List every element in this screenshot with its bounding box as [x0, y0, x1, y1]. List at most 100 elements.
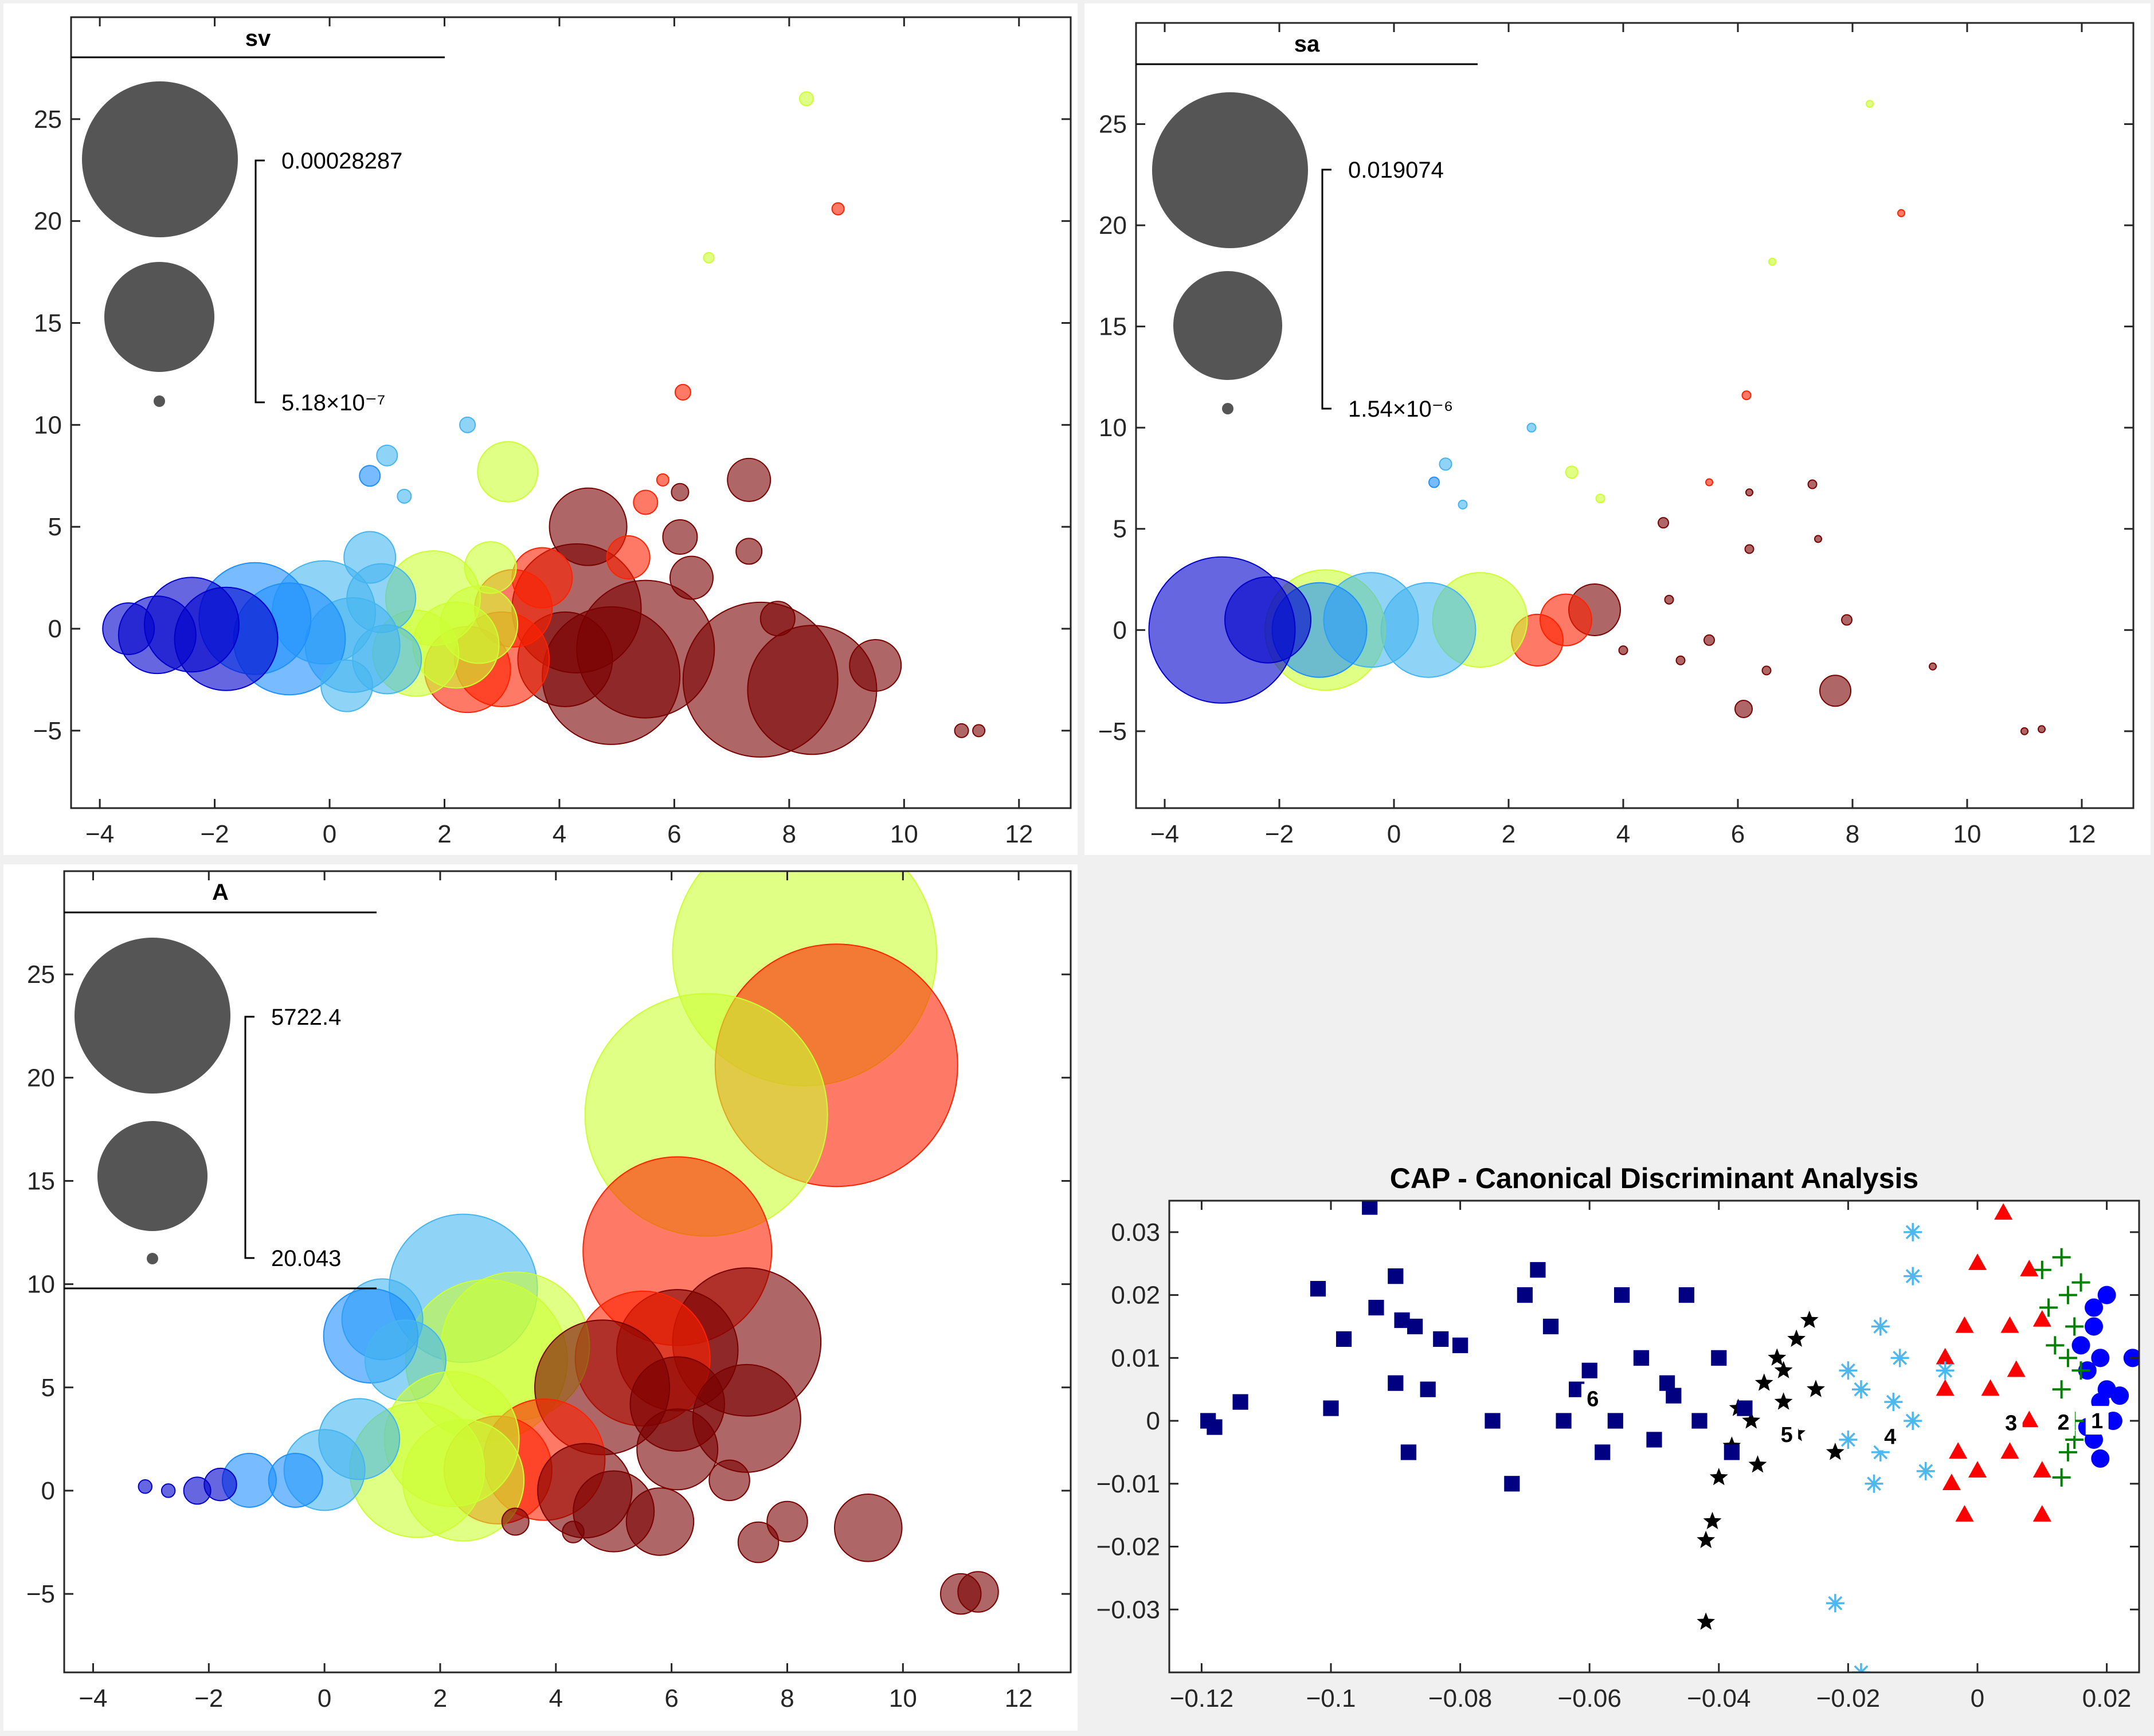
axes-frame — [1135, 22, 2135, 809]
marker-point — [1407, 1318, 1423, 1335]
bubble-point — [1658, 517, 1669, 529]
group-label: 5 — [1781, 1423, 1793, 1447]
x-tick-label: −0.04 — [1687, 1684, 1750, 1713]
marker-point — [1807, 1380, 1825, 1397]
series-group-4 — [1826, 1222, 1955, 1672]
marker-layer: 12 3 4 5 6 — [1200, 1201, 2139, 1672]
bubble-point — [1664, 594, 1674, 605]
legend-max-bubble — [75, 938, 230, 1094]
x-tick-label: 0 — [323, 820, 336, 848]
series-group-2 — [2032, 1248, 2090, 1487]
bubble-point — [662, 519, 698, 555]
x-tick-label: 6 — [667, 820, 681, 848]
marker-point — [2104, 1412, 2122, 1431]
group-label: 3 — [2005, 1411, 2017, 1435]
marker-point — [2046, 1336, 2065, 1355]
legend-max-bubble — [82, 81, 238, 237]
legend-min-label: 20.043 — [271, 1246, 341, 1271]
x-tick-label: −4 — [79, 1684, 107, 1713]
marker-point — [1607, 1413, 1623, 1429]
legend-max-bubble — [1152, 92, 1308, 248]
bubble-point — [402, 1419, 525, 1542]
y-tick-label: 0.01 — [1111, 1344, 1160, 1372]
bubble-point — [1745, 488, 1753, 497]
legend-min-label: 1.54×10⁻⁶ — [1348, 397, 1453, 422]
y-tick-label: −0.02 — [1096, 1533, 1160, 1561]
legend-min-bubble — [1222, 403, 1233, 414]
bubble-layer — [102, 91, 986, 758]
marker-point — [1697, 1612, 1716, 1630]
marker-point — [1633, 1350, 1650, 1366]
marker-point — [1800, 1310, 1819, 1329]
bubble-point — [674, 383, 691, 401]
bubble-point — [102, 602, 155, 656]
bubble-point — [1705, 478, 1713, 487]
x-tick-label: 8 — [1846, 820, 1859, 848]
y-tick-label: 0 — [41, 1477, 55, 1505]
bubble-point — [1428, 476, 1440, 488]
bubble-point — [376, 444, 398, 467]
marker-point — [1968, 1461, 1987, 1478]
bubble-chart-a: −4 −2 0 2 4 6 8 10 12 −5 0 5 10 15 20 25 A 5722.4 20.043 — [3, 864, 1078, 1731]
marker-point — [1517, 1287, 1533, 1303]
marker-point — [1737, 1400, 1753, 1416]
marker-point — [2032, 1461, 2051, 1478]
group-label: 4 — [1884, 1425, 1896, 1449]
x-tick-label: −0.08 — [1428, 1684, 1492, 1713]
marker-point — [1754, 1373, 1773, 1391]
x-tick-label: 4 — [553, 820, 566, 848]
legend-title: sv — [245, 26, 271, 51]
y-tick-label: 10 — [34, 411, 62, 439]
y-tick-label: 25 — [27, 961, 55, 989]
marker-point — [2020, 1260, 2039, 1276]
y-tick-label: −5 — [33, 717, 62, 745]
x-tick-label: 6 — [1731, 820, 1745, 848]
y-tick-label: 25 — [1099, 111, 1127, 139]
marker-point — [1711, 1350, 1727, 1366]
legend-max-label: 0.019074 — [1348, 158, 1444, 183]
marker-point — [1504, 1476, 1520, 1492]
marker-point — [1942, 1474, 1961, 1490]
bubble-point — [954, 723, 969, 738]
marker-point — [2085, 1298, 2104, 1317]
marker-point — [2058, 1443, 2077, 1461]
marker-point — [1839, 1361, 1858, 1380]
x-tick-label: −4 — [85, 820, 114, 848]
bubble-point — [320, 659, 374, 712]
x-tick-label: −4 — [1150, 820, 1179, 848]
marker-point — [1851, 1380, 1870, 1399]
bubble-point — [727, 457, 771, 502]
bubble-point — [1814, 535, 1822, 543]
legend-title: sa — [1294, 32, 1320, 57]
y-tick-label: 0.02 — [1111, 1282, 1160, 1310]
marker-point — [1949, 1442, 1968, 1459]
bubble-point — [747, 625, 878, 755]
group-label-box — [2052, 1407, 2075, 1436]
x-tick-label: −0.1 — [1306, 1684, 1356, 1713]
x-tick-label: 8 — [780, 1684, 794, 1713]
marker-point — [1904, 1267, 1922, 1286]
x-tick-label: 0.02 — [2082, 1684, 2132, 1713]
bubble-point — [633, 489, 659, 515]
marker-point — [1485, 1413, 1501, 1429]
marker-point — [2000, 1316, 2019, 1333]
marker-point — [1826, 1443, 1844, 1460]
marker-point — [1904, 1412, 1922, 1431]
marker-point — [1774, 1392, 1793, 1410]
marker-point — [1884, 1393, 1903, 1412]
y-tick-label: −0.03 — [1096, 1596, 1160, 1624]
marker-point — [2052, 1380, 2071, 1399]
marker-point — [1697, 1530, 1716, 1549]
legend-bracket — [1321, 168, 1331, 410]
bubble-layer — [1148, 100, 2046, 735]
marker-point — [1890, 1349, 1909, 1367]
marker-point — [1839, 1430, 1858, 1449]
marker-point — [2052, 1468, 2071, 1487]
marker-point — [1388, 1268, 1404, 1284]
marker-point — [2071, 1361, 2090, 1380]
marker-point — [1362, 1201, 1378, 1215]
size-legend: sa 0.019074 1.54×10⁻⁶ — [1136, 32, 1478, 422]
bubble-point — [2038, 725, 2046, 734]
x-tick-label: 2 — [1502, 820, 1515, 848]
bubble-point — [343, 531, 397, 584]
